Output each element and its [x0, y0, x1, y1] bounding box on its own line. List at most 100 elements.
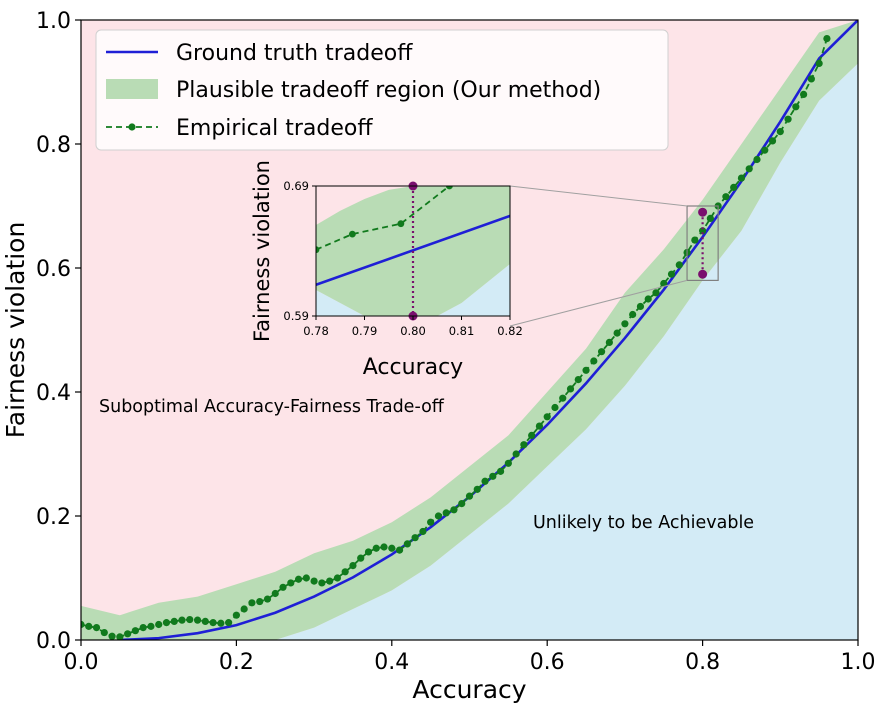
plausible-tradeoff-band — [81, 20, 858, 640]
empirical-point — [372, 544, 380, 552]
empirical-point — [621, 320, 629, 328]
inset-x-tick-label: 0.80 — [400, 324, 426, 338]
empirical-point — [310, 577, 318, 585]
y-tick-label: 1.0 — [36, 9, 71, 34]
inset-y-tick-label: 0.69 — [283, 179, 309, 193]
inset-x-tick-label: 0.79 — [352, 324, 378, 338]
empirical-point — [116, 633, 124, 640]
y-tick-label: 0.2 — [36, 505, 71, 530]
empirical-point — [699, 227, 707, 235]
empirical-point — [186, 615, 194, 624]
empirical-point — [240, 605, 248, 613]
inset-empirical-point — [348, 230, 356, 238]
empirical-point — [326, 577, 334, 585]
empirical-point — [753, 155, 761, 164]
empirical-point — [232, 611, 240, 619]
empirical-point — [147, 622, 155, 630]
empirical-point — [263, 595, 272, 603]
empirical-point — [139, 624, 147, 632]
empirical-point — [294, 575, 303, 583]
empirical-point — [722, 193, 730, 201]
empirical-point — [162, 619, 171, 627]
empirical-point — [341, 568, 349, 576]
x-tick-label: 0.4 — [374, 650, 409, 675]
x-tick-label: 0.6 — [530, 650, 565, 675]
inset-ground-truth-line — [316, 214, 510, 287]
empirical-point — [434, 512, 443, 520]
empirical-point — [667, 270, 676, 278]
empirical-point — [815, 59, 823, 67]
empirical-point — [380, 543, 388, 551]
empirical-point — [302, 574, 310, 582]
empirical-point — [473, 485, 481, 493]
x-axis-label: Accuracy — [412, 675, 526, 704]
empirical-point — [318, 579, 326, 587]
empirical-point — [784, 115, 792, 123]
empirical-point — [543, 413, 551, 421]
empirical-point — [85, 622, 93, 630]
empirical-point — [730, 183, 738, 191]
inset-x-tick-label: 0.82 — [497, 324, 523, 338]
empirical-point — [411, 534, 419, 542]
empirical-point — [574, 376, 582, 384]
x-tick-label: 1.0 — [841, 650, 876, 675]
y-tick-label: 0.4 — [36, 381, 71, 406]
inset-x-axis-label: Accuracy — [363, 355, 463, 380]
empirical-point — [178, 616, 186, 624]
empirical-point — [823, 35, 831, 43]
highlight-point — [698, 269, 708, 279]
empirical-point — [193, 616, 202, 624]
empirical-point — [481, 477, 489, 485]
empirical-point — [287, 579, 295, 587]
inset-empirical-point — [397, 220, 405, 228]
empirical-point — [81, 620, 85, 629]
x-tick-label: 0.0 — [64, 650, 99, 675]
highlight-point — [698, 207, 708, 217]
x-tick-label: 0.8 — [685, 650, 720, 675]
empirical-point — [201, 617, 209, 626]
empirical-point — [271, 589, 279, 598]
empirical-point — [170, 617, 178, 626]
empirical-point — [528, 431, 536, 439]
empirical-point — [535, 422, 544, 430]
empirical-point — [124, 630, 132, 638]
y-axis-label: Fairness violation — [1, 222, 30, 439]
inset-x-tick-label: 0.78 — [303, 324, 329, 338]
empirical-point — [652, 289, 660, 297]
empirical-point — [807, 75, 815, 83]
empirical-point — [209, 619, 217, 627]
empirical-point — [427, 518, 435, 526]
legend-swatch-marker — [128, 123, 136, 131]
empirical-point — [605, 338, 613, 346]
empirical-point — [629, 310, 637, 319]
legend-label: Ground truth tradeoff — [176, 41, 413, 66]
empirical-point — [737, 174, 746, 182]
inset-plot — [316, 186, 510, 316]
empirical-point — [520, 441, 528, 449]
empirical-point — [590, 357, 598, 365]
empirical-point — [496, 467, 505, 475]
legend-box — [95, 29, 669, 151]
y-tick-label: 0.6 — [36, 257, 71, 282]
empirical-point — [551, 403, 559, 412]
empirical-point — [636, 302, 645, 311]
legend-label: Empirical tradeoff — [176, 116, 373, 141]
empirical-point — [333, 574, 342, 582]
empirical-point — [792, 103, 800, 111]
legend-label: Plausible tradeoff region (Our method) — [176, 78, 601, 103]
empirical-point — [357, 554, 365, 562]
empirical-point — [745, 165, 753, 173]
inset-y-axis-label: Fairness violation — [250, 160, 274, 342]
empirical-point — [776, 128, 784, 136]
inset-y-tick-label: 0.59 — [283, 309, 309, 323]
empirical-point — [582, 366, 590, 374]
inset-connector — [509, 185, 688, 207]
empirical-point — [388, 544, 396, 552]
empirical-point — [248, 599, 256, 607]
suboptimal-region-label: Suboptimal Accuracy-Fairness Trade-off — [99, 397, 445, 417]
unachievable-region-label: Unlikely to be Achievable — [533, 513, 754, 533]
empirical-point — [279, 583, 287, 591]
empirical-point — [489, 472, 497, 480]
